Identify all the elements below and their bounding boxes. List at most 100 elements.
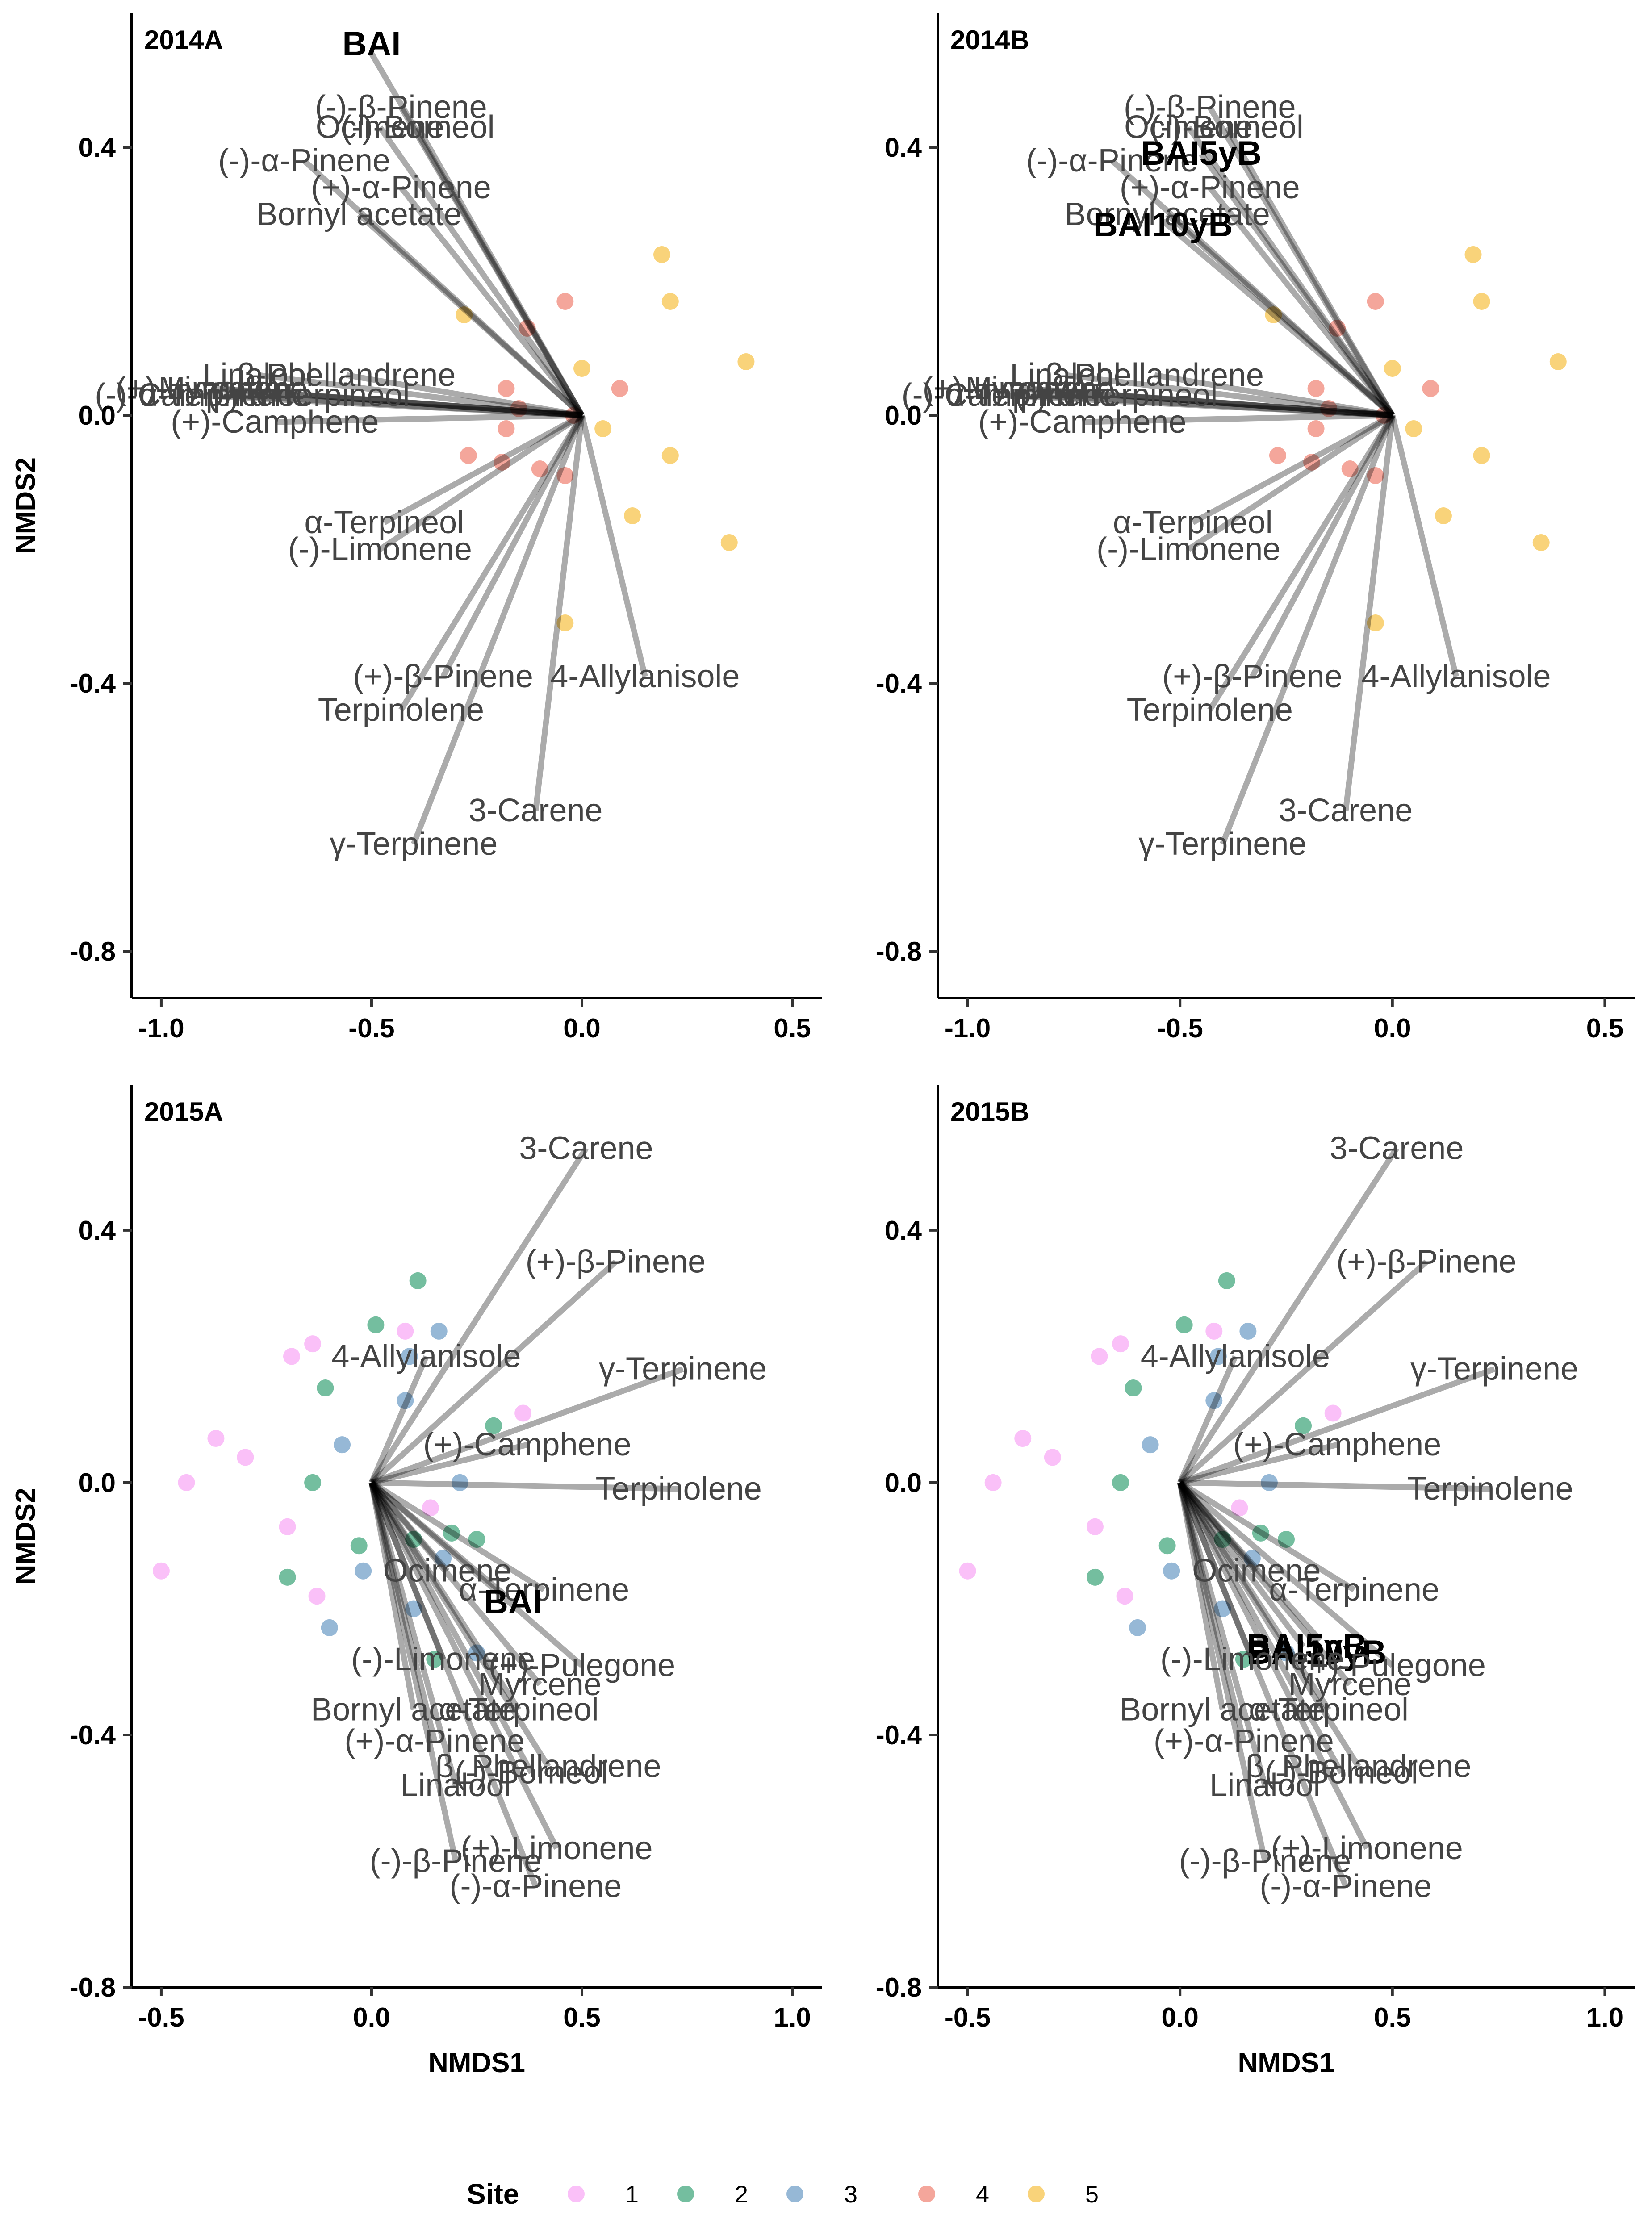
point-site-4 bbox=[1320, 400, 1338, 417]
vector-line-16 bbox=[368, 1482, 459, 1786]
point-site-3 bbox=[1260, 1474, 1278, 1491]
vector-line-5 bbox=[398, 185, 585, 418]
vector-label: BAI bbox=[484, 1583, 542, 1621]
x-tick-label: -1.0 bbox=[945, 1013, 991, 1043]
vector-label: BAI5yB bbox=[1246, 1627, 1367, 1665]
y-axis-title: NMDS2 bbox=[10, 1488, 41, 1584]
vector-line-13 bbox=[1031, 392, 1393, 418]
vector-line-4 bbox=[1207, 185, 1395, 418]
point-site-3 bbox=[1278, 1644, 1295, 1662]
legend-label: 2 bbox=[735, 2181, 748, 2208]
panels: BAI(-)-β-PineneOcimene(-)-Borneol(-)-α-P… bbox=[10, 13, 1635, 2078]
legend-swatch-site-4 bbox=[918, 2186, 935, 2202]
point-site-2 bbox=[367, 1316, 385, 1333]
vector-line-0 bbox=[369, 52, 585, 417]
point-site-1 bbox=[1044, 1449, 1061, 1466]
vector-label: Bornyl acetate bbox=[256, 196, 462, 232]
point-site-1 bbox=[308, 1588, 326, 1605]
point-site-4 bbox=[519, 320, 536, 337]
point-site-3 bbox=[1209, 1348, 1227, 1365]
vector-line-0 bbox=[369, 1146, 589, 1484]
point-site-1 bbox=[1324, 1404, 1342, 1422]
x-tick-label: -0.5 bbox=[1157, 1013, 1203, 1043]
y-tick-label: 0.4 bbox=[79, 1216, 116, 1245]
point-site-2 bbox=[1252, 1524, 1269, 1542]
legend-label: 4 bbox=[976, 2181, 989, 2208]
vector-label: (+)-Camphene bbox=[423, 1427, 631, 1463]
vector-label: (-)-Limonene bbox=[351, 1641, 535, 1677]
point-site-4 bbox=[494, 454, 511, 471]
vector-line-2 bbox=[1177, 1355, 1238, 1484]
vector-line-12 bbox=[369, 1481, 522, 1711]
point-site-3 bbox=[1205, 1392, 1223, 1409]
vector-line-14 bbox=[368, 1482, 438, 1742]
point-site-4 bbox=[1367, 293, 1384, 310]
point-site-2 bbox=[1295, 1417, 1312, 1434]
vector-label: α-Terpineol bbox=[304, 505, 464, 540]
point-site-4 bbox=[556, 293, 574, 310]
vector-line-18 bbox=[398, 414, 585, 712]
vector-label: Terpinolene bbox=[1407, 1471, 1573, 1507]
x-tick-label: 1.0 bbox=[1586, 2002, 1623, 2032]
legend-title: Site bbox=[467, 2178, 519, 2210]
vector-labels-group: BAI (-)-β-PineneOcimene(-)-Borneol(-)-α-P… bbox=[95, 25, 740, 862]
x-tick-label: -0.5 bbox=[348, 1013, 394, 1043]
point-site-1 bbox=[1205, 1322, 1223, 1340]
point-site-2 bbox=[1214, 1531, 1231, 1548]
point-site-1 bbox=[178, 1474, 195, 1491]
point-site-2 bbox=[1086, 1568, 1104, 1586]
x-tick-label: 0.5 bbox=[1374, 2002, 1411, 2032]
point-site-1 bbox=[1112, 1335, 1129, 1353]
vector-label: BAI5yB bbox=[1141, 134, 1262, 172]
point-site-4 bbox=[498, 380, 515, 397]
vector-line-13 bbox=[1177, 1481, 1331, 1712]
point-site-2 bbox=[468, 1531, 485, 1548]
point-site-4 bbox=[1375, 407, 1393, 424]
vector-label: (-)-α-Pinene bbox=[1259, 1868, 1432, 1904]
vector-line-6 bbox=[369, 1480, 450, 1573]
vector-label: (+)-α-Pinene bbox=[311, 170, 491, 205]
point-site-2 bbox=[304, 1474, 322, 1491]
y-tick-label: -0.8 bbox=[70, 936, 116, 966]
point-site-4 bbox=[498, 420, 515, 437]
point-site-4 bbox=[1307, 420, 1325, 437]
vector-line-3 bbox=[1110, 159, 1395, 418]
point-site-4 bbox=[565, 407, 582, 424]
legend-swatch-site-2 bbox=[677, 2186, 694, 2202]
point-site-1 bbox=[514, 1404, 532, 1422]
point-site-5 bbox=[1549, 353, 1567, 370]
x-tick-label: 0.5 bbox=[563, 2002, 600, 2032]
vector-line-2 bbox=[369, 1355, 429, 1484]
vectors-group bbox=[1001, 105, 1459, 845]
y-tick-label: 0.4 bbox=[79, 133, 116, 163]
vector-label: (-)-Limonene bbox=[288, 531, 472, 567]
point-site-1 bbox=[984, 1474, 1002, 1491]
x-tick-label: 0.0 bbox=[1161, 2002, 1198, 2032]
vector-label: (-)-Limonene bbox=[1096, 531, 1280, 567]
vector-line-15 bbox=[1177, 1482, 1247, 1742]
y-axis-title: NMDS2 bbox=[10, 457, 41, 554]
panel-title: 2014B bbox=[950, 25, 1029, 55]
vector-label: (-)-β-Pinene bbox=[370, 1843, 542, 1879]
point-site-3 bbox=[1243, 1550, 1261, 1567]
y-tick-label: 0.0 bbox=[79, 401, 116, 430]
vector-line-3 bbox=[1179, 1366, 1496, 1486]
point-site-5 bbox=[1473, 447, 1490, 464]
point-site-5 bbox=[1367, 614, 1384, 631]
point-site-1 bbox=[1091, 1348, 1108, 1365]
point-site-5 bbox=[1473, 293, 1490, 310]
vector-labels-group: 3-Carene (+)-β-Pinene 4-Allylanisole γ-Terp… bbox=[311, 1130, 767, 1904]
panel-title: 2015B bbox=[950, 1097, 1029, 1127]
vector-line-13 bbox=[368, 1482, 417, 1710]
vector-label: 3-Carene bbox=[1279, 793, 1413, 828]
point-site-5 bbox=[556, 614, 574, 631]
vector-line-18 bbox=[1177, 1481, 1344, 1774]
point-site-3 bbox=[1142, 1436, 1159, 1454]
vector-line-16 bbox=[1177, 1481, 1361, 1768]
vectors-group bbox=[194, 52, 648, 845]
vector-line-15 bbox=[369, 1481, 551, 1768]
point-site-3 bbox=[397, 1392, 414, 1409]
vector-line-5 bbox=[371, 1479, 679, 1492]
vector-label: (+)-β-Pinene bbox=[526, 1244, 706, 1280]
